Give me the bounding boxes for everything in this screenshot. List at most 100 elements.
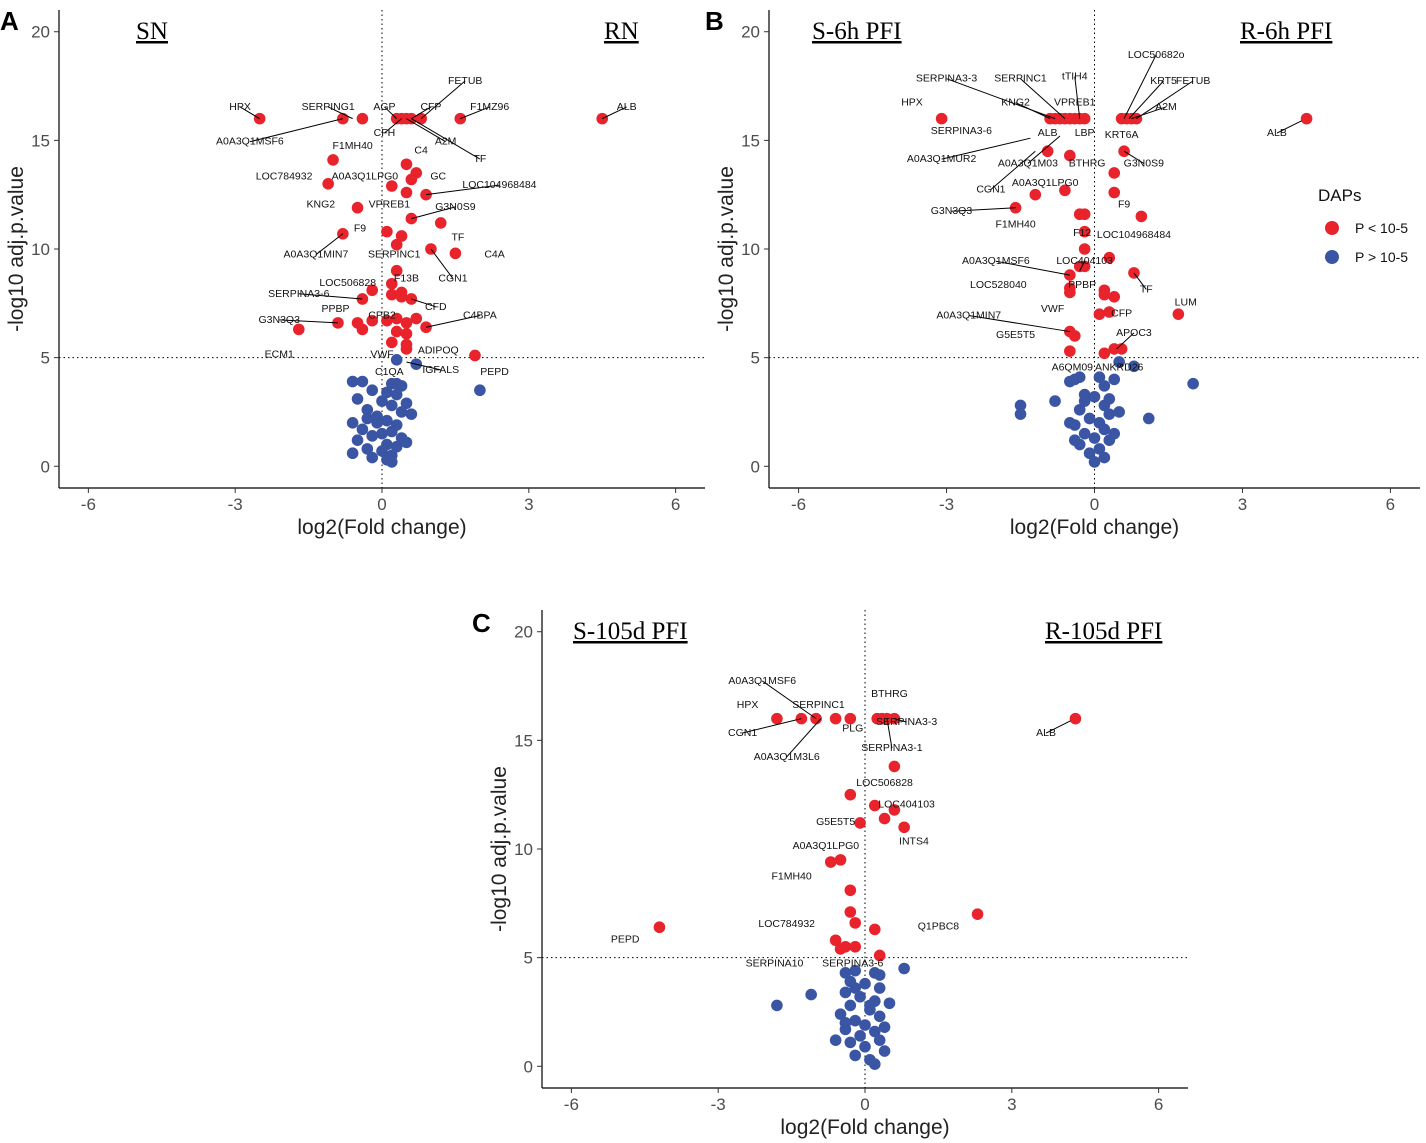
point-significant [322,178,334,190]
gene-label: LUM [1175,296,1197,308]
point-nonsignificant [366,430,379,442]
gene-label: LOC528040 [970,279,1027,291]
gene-label: VWF [370,349,393,361]
annotation-leader-line [761,680,817,720]
point-nonsignificant [1088,456,1101,468]
point-nonsignificant [859,1040,871,1053]
annotation-leader-line [406,361,441,371]
point-nonsignificant [883,997,896,1010]
point-nonsignificant [859,1019,871,1031]
panel-letter: A [0,6,19,36]
point-significant [1078,243,1091,255]
x-tick-label: -3 [228,495,243,514]
gene-label: F1MZ96 [470,101,509,113]
gene-label: A2M [1155,101,1177,113]
x-tick-label: -6 [564,1095,579,1114]
point-significant [1108,291,1121,303]
annotation-leader-line [1118,363,1123,368]
point-significant [1064,286,1076,299]
point-nonsignificant [356,423,369,436]
gene-label: A0A3Q1LPG0 [332,170,399,182]
gene-label: ALB [1267,127,1287,139]
gene-label: F13B [394,273,419,285]
point-significant [390,264,403,277]
point-significant [1103,306,1116,318]
x-tick-label: -6 [791,495,806,514]
point-significant [888,804,901,816]
annotation-leader-line [411,106,432,120]
annotation-leader-line [327,106,353,120]
point-significant [337,227,349,240]
x-tick-label: 6 [1386,495,1395,514]
point-nonsignificant [873,982,886,994]
point-nonsignificant [859,977,871,990]
annotation-leader-line [1079,260,1086,271]
point-nonsignificant [390,440,403,453]
y-tick-label: 10 [741,240,760,259]
y-axis-title: -log10 adj.p.value [5,166,28,332]
point-nonsignificant [1078,388,1091,401]
point-significant [434,217,447,229]
gene-label: F1MH40 [995,218,1035,230]
point-significant [381,314,393,327]
point-significant [366,314,379,327]
point-nonsignificant [849,964,862,977]
gene-label: F1MH40 [333,140,373,152]
gene-label: HPX [901,97,923,109]
point-significant [390,312,403,325]
point-significant [935,112,948,125]
gene-label: SERPINC1 [792,699,845,711]
x-axis-title: log2(Fold change) [780,1116,949,1139]
gene-label: A0A3Q1MSF6 [216,136,284,148]
point-significant [385,336,398,349]
gene-label: SERPING1 [302,101,355,113]
gene-label: CFH [374,127,396,139]
point-nonsignificant [854,1030,866,1042]
point-nonsignificant [1093,371,1106,383]
panel-a-volcano-plot: A SN RN -6 -3 0 3 6 0 5 10 15 20 log2(Fold change) -lo… [0,6,705,539]
point-nonsignificant [1142,412,1155,425]
gene-label: VWF [1041,303,1064,315]
gene-label: LOC506828 [319,277,376,289]
annotation-leader-line [460,106,490,120]
point-nonsignificant [474,384,486,397]
annotation-leader-line [1015,102,1051,120]
gene-label: A0A3Q1MUR2 [907,153,977,165]
point-nonsignificant [395,380,408,392]
point-nonsignificant [376,427,388,440]
annotation-leader-line [602,106,627,120]
point-nonsignificant [834,1008,847,1020]
y-tick-label: 20 [31,23,50,42]
gene-label: SERPINC1 [994,73,1047,85]
point-nonsignificant [1078,427,1091,440]
legend-swatch-significant [1325,221,1339,235]
gene-label: SERPINA3-6 [931,125,992,137]
gene-label: KNG2 [1001,97,1030,109]
point-nonsignificant [1098,451,1111,464]
gene-label: ALB [617,101,637,113]
gene-label: BTHRG [1069,157,1106,169]
point-significant [332,317,344,329]
gene-label: C1QA [375,366,404,378]
point-nonsignificant [1014,399,1027,412]
y-tick-label: 0 [751,457,760,476]
gene-label: A0A3Q1LPG0 [793,840,860,852]
annotation-leader-line [411,298,436,308]
gene-label: SERPINA10 [746,957,804,969]
annotation-leader-line [941,137,1031,160]
point-significant [337,112,349,125]
point-significant [1078,260,1091,273]
point-nonsignificant [390,388,403,401]
panel-letter: C [472,608,491,638]
gene-label: SERPINA3-6 [268,288,329,300]
point-significant [834,943,847,955]
point-significant [1118,145,1130,158]
gene-label: G5E5T5 [996,329,1035,341]
point-nonsignificant [385,456,398,468]
x-tick-label: 3 [1007,1095,1016,1114]
gene-label: HPX [737,699,759,711]
gene-label: KNG2 [307,199,336,211]
gene-label: A6QM09 [1052,362,1094,374]
y-tick-label: 0 [524,1057,533,1076]
gene-label: A2M [435,136,457,148]
